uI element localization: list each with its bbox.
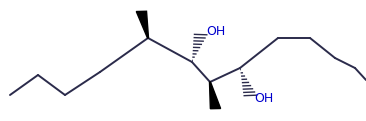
- Text: OH: OH: [255, 92, 274, 105]
- Polygon shape: [209, 82, 221, 109]
- Text: OH: OH: [207, 25, 226, 38]
- Polygon shape: [136, 11, 149, 38]
